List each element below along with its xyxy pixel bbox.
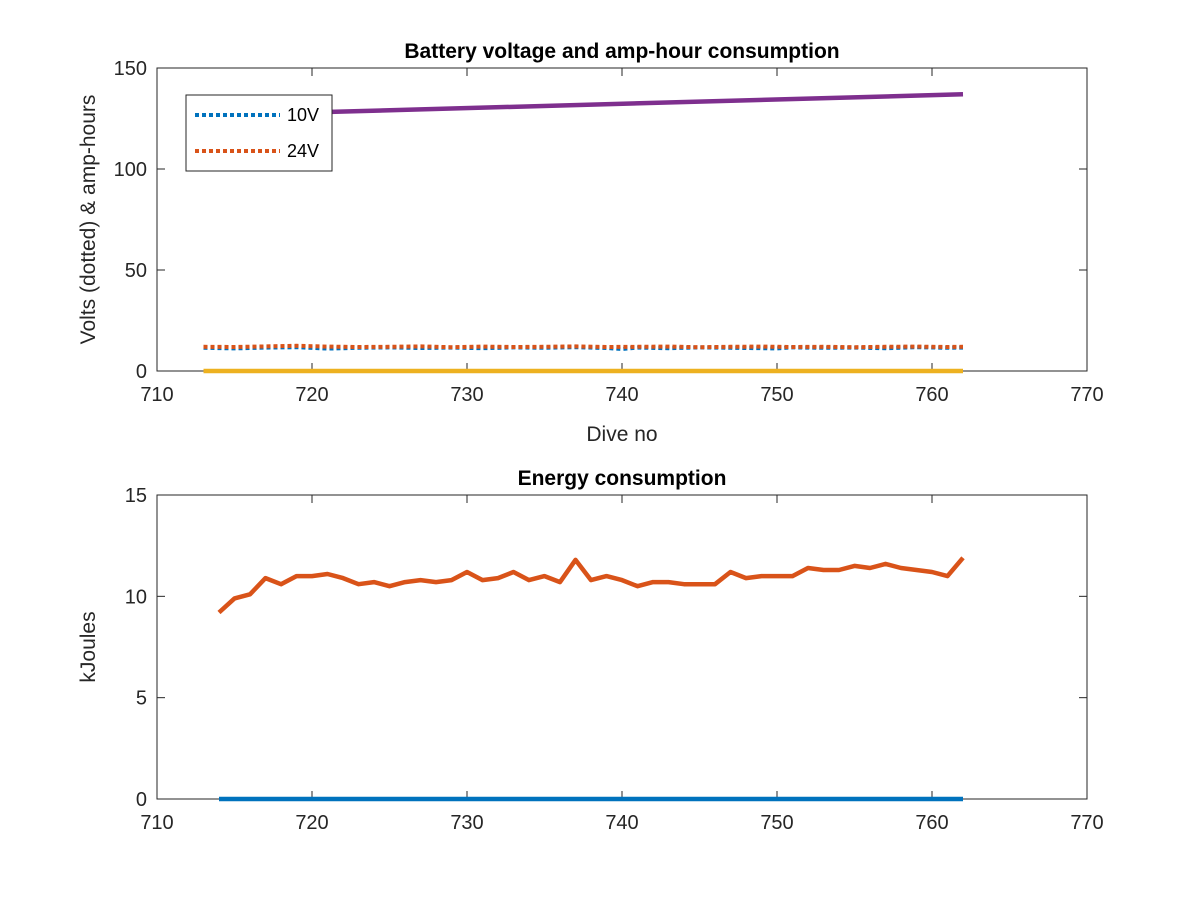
energy-x-tick-label: 770 <box>1070 812 1103 834</box>
energy-consumption-subplot: 710 720 730 740 750 760 770 0 5 10 15 Energy consum… <box>77 467 1104 834</box>
energy-x-tick-label: 750 <box>760 812 793 834</box>
battery-x-tick-label: 710 <box>140 384 173 406</box>
battery-legend-label-0: 10V <box>287 105 319 125</box>
battery-y-tick-label: 100 <box>114 159 147 181</box>
battery-series-line-3 <box>311 92 964 115</box>
battery-legend: 10V 24V <box>185 94 333 172</box>
energy-x-tick-label: 730 <box>450 812 483 834</box>
battery-chart-title: Battery voltage and amp-hour consumption <box>404 40 839 63</box>
battery-x-tick-label: 730 <box>450 384 483 406</box>
battery-y-tick-label: 0 <box>136 361 147 383</box>
energy-y-axis-label: kJoules <box>77 611 100 682</box>
energy-y-tick-label: 10 <box>125 586 147 608</box>
energy-axes-box <box>156 494 1088 800</box>
energy-y-tick-label: 0 <box>136 789 147 811</box>
energy-x-tick-label: 710 <box>140 812 173 834</box>
energy-x-tick-label: 720 <box>295 812 328 834</box>
battery-y-tick-label: 150 <box>114 58 147 80</box>
battery-y-tick-label: 50 <box>125 260 147 282</box>
energy-chart-title: Energy consumption <box>518 467 727 490</box>
battery-x-tick-label: 720 <box>295 384 328 406</box>
battery-x-tick-label: 760 <box>915 384 948 406</box>
battery-x-tick-label: 770 <box>1070 384 1103 406</box>
battery-series-line-1 <box>203 343 964 350</box>
energy-y-tick-label: 15 <box>125 485 147 507</box>
energy-series-line-0 <box>217 556 965 615</box>
energy-y-tick-label: 5 <box>136 688 147 710</box>
battery-x-tick-label: 750 <box>760 384 793 406</box>
energy-x-tick-label: 740 <box>605 812 638 834</box>
battery-legend-box <box>185 94 333 172</box>
energy-x-tick-label: 760 <box>915 812 948 834</box>
battery-x-axis-label: Dive no <box>586 423 657 446</box>
battery-x-tick-label: 740 <box>605 384 638 406</box>
battery-legend-label-1: 24V <box>287 141 319 161</box>
battery-y-axis-label: Volts (dotted) & amp-hours <box>77 95 100 345</box>
battery-voltage-subplot: 710 720 730 740 750 760 770 0 50 100 150 Battery vo… <box>77 40 1104 446</box>
